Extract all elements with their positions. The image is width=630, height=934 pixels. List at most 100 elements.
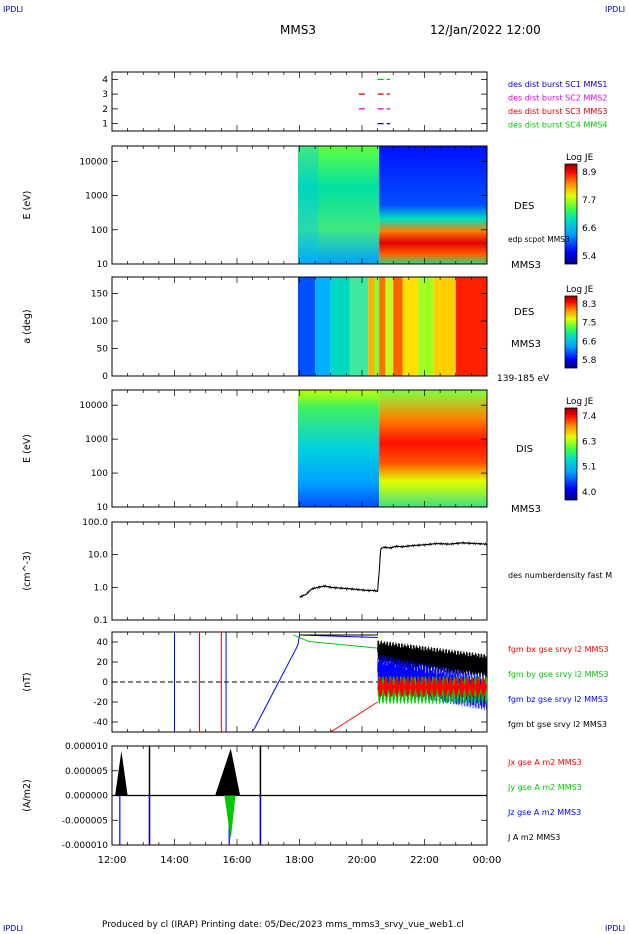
des-pitch-column: [315, 277, 331, 376]
current-burst-3: [224, 795, 236, 841]
dis-energy-colorbar-tick: 6.3: [582, 437, 596, 447]
bfield-bz: [252, 634, 378, 732]
des-pitch-column: [349, 277, 369, 376]
current-burst-2: [215, 748, 241, 796]
current-ytick-label: 0.000005: [65, 767, 108, 777]
mission-title: MMS3: [280, 23, 316, 37]
burst-legend-3: des dist burst SC3 MMS3: [508, 107, 607, 116]
des-pitch-column: [418, 277, 434, 376]
dis-energy-colorbar-title: Log JE: [566, 397, 594, 407]
des-energy-ytick-label: 10: [97, 260, 109, 270]
current-ytick-label: 0.000010: [65, 742, 108, 752]
bfield-bx-noise: [377, 676, 488, 698]
des-pitch-range-label: 139-185 eV: [497, 374, 550, 384]
burst-legend-2: des dist burst SC2 MMS2: [508, 94, 607, 103]
bfield-ytick-label: -20: [93, 698, 108, 708]
burst-ytick-label: 1: [102, 120, 108, 130]
des-pitch-column: [297, 277, 316, 376]
bfield-ytick-label: 20: [97, 658, 109, 668]
current-ytick-label: -0.000005: [62, 816, 108, 826]
bfield-bx: [330, 701, 378, 732]
des-energy-ytick-label: 1000: [85, 192, 108, 202]
dis-energy-colorbar-tick: 4.0: [582, 488, 597, 498]
bfield-legend-2: fgm by gse srvy l2 MMS3: [508, 670, 609, 679]
dis-energy-ytick-label: 1000: [85, 435, 108, 445]
des-pitch-colorbar: [564, 295, 578, 369]
density-ylabel: (cm^-3): [22, 551, 33, 590]
density-ytick-label: 0.1: [94, 616, 108, 626]
x-tick-label: 12:00: [98, 855, 127, 866]
density-ytick-label: 100.0: [82, 518, 108, 528]
des-pitch-column: [379, 277, 386, 376]
burst-panel-frame: [111, 71, 488, 132]
current-ytick-label: 0.000000: [65, 792, 108, 802]
bfield-legend-3: fgm bz gse srvy l2 MMS3: [508, 695, 608, 704]
des-pitch-column: [455, 277, 487, 376]
current-ylabel: (A/m2): [22, 779, 33, 811]
des-pitch-label: DES: [514, 307, 534, 318]
des-pitch-ylabel: a (deg): [22, 309, 33, 343]
x-tick-label: 14:00: [160, 855, 189, 866]
burst-ytick-label: 2: [102, 105, 108, 115]
des-pitch-ytick-label: 100: [91, 317, 108, 327]
des-energy-sc-label: MMS3: [511, 260, 541, 271]
des-pitch-column: [433, 277, 456, 376]
des-pitch-colorbar-tick: 8.3: [582, 300, 596, 310]
des-pitch-ytick-label: 0: [102, 372, 108, 382]
bfield-by: [293, 634, 378, 649]
x-tick-label: 18:00: [285, 855, 314, 866]
current-ytick-label: -0.000010: [62, 841, 108, 851]
bfield-ytick-label: 0: [102, 678, 108, 688]
des-pitch-column: [385, 277, 394, 376]
burst-legend-4: des dist burst SC4 MMS4: [508, 121, 607, 130]
bfield-ytick-label: 40: [97, 638, 109, 648]
des-pitch-column: [402, 277, 419, 376]
des-energy-colorbar-tick: 6.6: [582, 224, 597, 234]
des-pitch-ytick-label: 50: [97, 345, 109, 355]
current-legend-2: Jy gse A m2 MMS3: [507, 783, 582, 792]
burst-ytick-label: 3: [102, 90, 108, 100]
corner-mark-br: IPDLI: [605, 924, 626, 933]
des-energy-scpot-label: edp scpot MMS3: [508, 235, 570, 244]
des-pitch-sc-label: MMS3: [511, 339, 541, 350]
des-energy-label: DES: [514, 201, 534, 212]
current-legend-4: J A m2 MMS3: [507, 833, 560, 842]
des-pitch-column: [368, 277, 375, 376]
bfield-bt-noise: [377, 640, 488, 678]
des-energy-colorbar-title: Log JE: [566, 153, 594, 163]
corner-mark-bl: IPDLI: [3, 924, 24, 933]
bfield-legend-4: fgm bt gse srvy l2 MMS3: [508, 720, 607, 729]
des-pitch-colorbar-tick: 5.8: [582, 356, 597, 366]
bfield-legend-1: fgm bx gse srvy l2 MMS3: [508, 645, 609, 654]
des-pitch-column: [374, 277, 380, 376]
dis-energy-ytick-label: 10000: [79, 401, 108, 411]
burst-legend-1: des dist burst SC1 MMS1: [508, 80, 607, 89]
current-legend-1: Jx gse A m2 MMS3: [507, 758, 582, 767]
des-energy-colorbar: [564, 163, 578, 265]
dis-energy-ytick-label: 10: [97, 503, 109, 513]
bfield-ytick-label: -40: [93, 718, 108, 728]
des-energy-ylabel: E (eV): [22, 191, 33, 220]
des-pitch-colorbar-tick: 7.5: [582, 319, 596, 329]
current-legend-3: Jz gse A m2 MMS3: [507, 808, 581, 817]
footer-credit: Produced by cl (IRAP) Printing date: 05/…: [102, 920, 464, 930]
dis-energy-colorbar-tick: 5.1: [582, 463, 596, 473]
density-ytick-label: 10.0: [88, 551, 108, 561]
des-energy-colorbar-tick: 7.7: [582, 196, 596, 206]
density-noise: [299, 540, 488, 599]
des-pitch-ytick-label: 150: [91, 290, 108, 300]
des-energy-patch: [297, 146, 319, 264]
burst-ytick-label: 4: [102, 75, 108, 85]
des-energy-region-2: [379, 146, 487, 264]
corner-mark-tl: IPDLI: [3, 5, 24, 14]
des-energy-ytick-label: 100: [91, 226, 108, 236]
des-pitch-column: [393, 277, 403, 376]
x-tick-label: 00:00: [473, 855, 502, 866]
dis-energy-region-1: [297, 390, 380, 507]
des-energy-colorbar-tick: 8.9: [582, 168, 597, 178]
density-legend: des numberdensity fast M: [508, 571, 612, 580]
des-energy-colorbar-tick: 5.4: [582, 252, 597, 262]
des-energy-region-1: [297, 146, 380, 264]
current-burst-1: [115, 750, 128, 796]
